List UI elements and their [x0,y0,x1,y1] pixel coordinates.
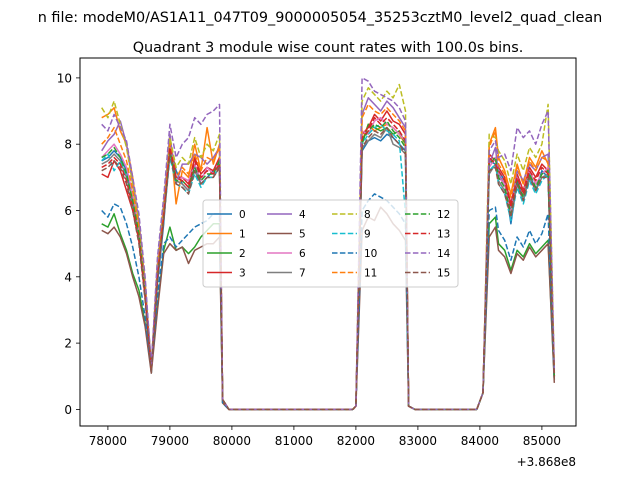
legend-label-10: 10 [364,248,377,260]
legend-label-6: 6 [299,248,306,260]
y-tick-label: 2 [64,337,72,351]
legend-label-15: 15 [437,268,450,280]
legend-label-8: 8 [364,209,371,221]
x-tick-label: 81000 [275,434,313,448]
x-tick-label: 85000 [523,434,561,448]
x-offset-text: +3.868e8 [517,455,576,469]
y-tick-label: 4 [64,270,72,284]
figure-suptitle: n file: modeM0/AS1A11_047T09_9000005054_… [38,10,603,26]
legend-label-9: 9 [364,229,371,241]
legend-label-12: 12 [437,209,450,221]
x-axis: 78000 79000 80000 81000 82000 83000 84000 85000 [89,426,561,448]
axes-frame [79,57,577,427]
legend-label-0: 0 [239,209,246,221]
series-line-10 [101,193,556,411]
y-tick-label: 6 [64,204,72,218]
legend-label-1: 1 [239,229,246,241]
x-tick-label: 83000 [399,434,437,448]
y-tick-label: 8 [64,138,72,152]
y-tick-label: 10 [57,71,72,85]
x-tick-label: 79000 [151,434,189,448]
y-axis: 0 2 4 6 8 10 [57,71,80,417]
legend-label-13: 13 [437,229,450,241]
legend-frame [202,199,459,288]
legend-label-5: 5 [299,229,306,241]
y-tick-label: 0 [64,403,72,417]
plot-lines [101,77,556,411]
x-tick-label: 80000 [213,434,251,448]
legend-label-11: 11 [364,268,377,280]
series-line-15 [101,126,556,411]
legend-label-14: 14 [437,248,451,260]
chart-title: Quadrant 3 module wise count rates with … [133,40,524,56]
legend-label-2: 2 [239,248,246,260]
legend-label-4: 4 [299,209,306,221]
legend-label-3: 3 [239,268,246,280]
x-tick-label: 78000 [89,434,127,448]
x-tick-label: 82000 [337,434,375,448]
x-tick-label: 84000 [461,434,499,448]
legend-label-7: 7 [299,268,306,280]
